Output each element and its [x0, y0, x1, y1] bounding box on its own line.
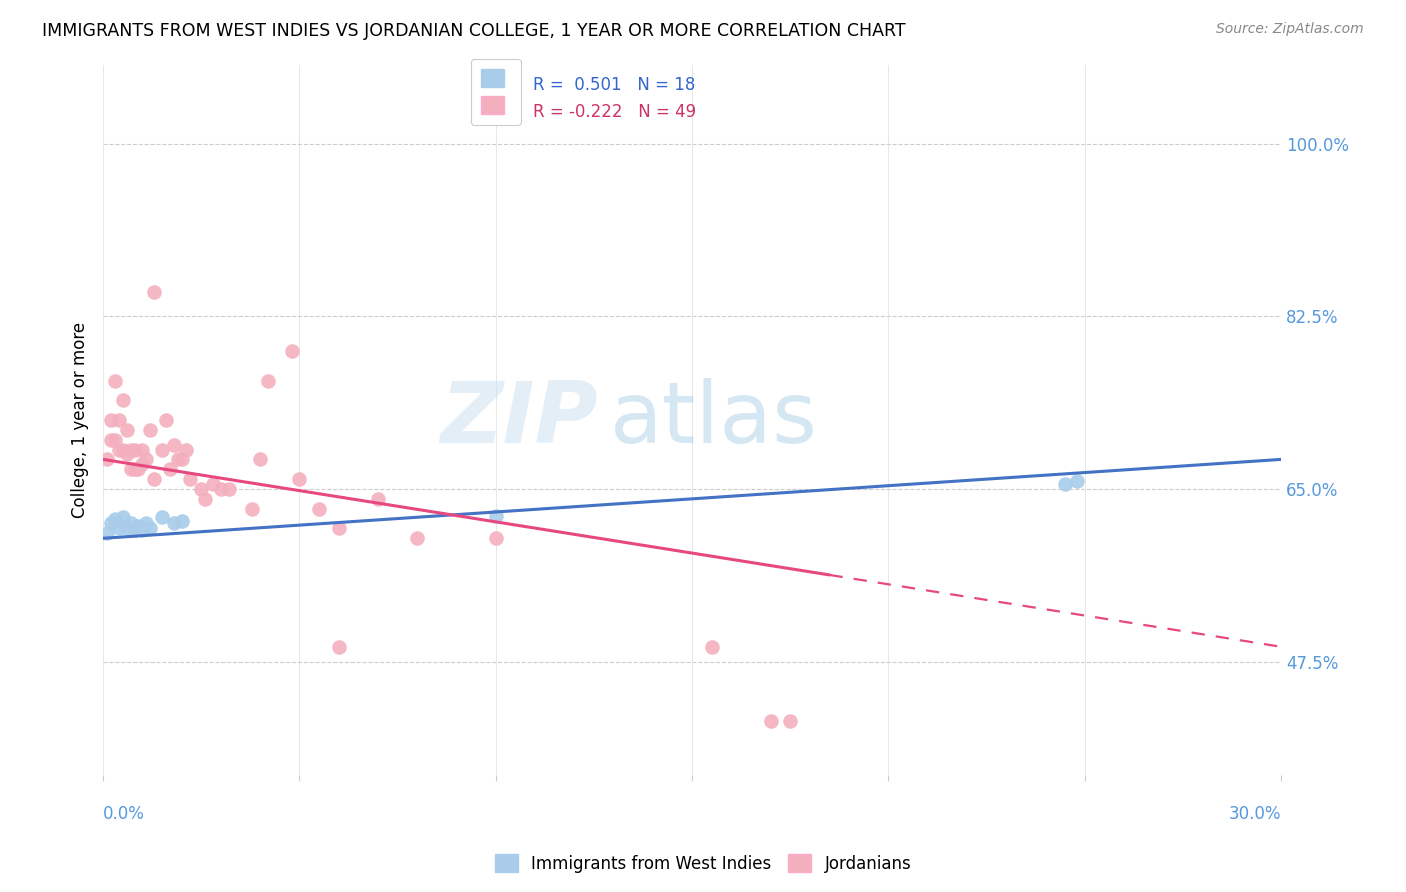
Point: [170, 514, 193, 528]
Point: [1066, 474, 1088, 488]
Point: [139, 423, 162, 437]
Point: [143, 472, 166, 486]
Point: [104, 433, 127, 447]
Point: [150, 442, 173, 457]
Point: [280, 343, 302, 358]
Point: [115, 448, 138, 462]
Point: [249, 452, 271, 467]
Point: [190, 482, 212, 496]
Point: [111, 442, 134, 457]
Point: [163, 437, 186, 451]
Point: [120, 462, 142, 476]
Point: [367, 491, 389, 506]
Point: [108, 413, 131, 427]
Point: [120, 516, 142, 531]
Point: [100, 413, 122, 427]
Legend: , : ,: [471, 59, 520, 125]
Text: 30.0%: 30.0%: [1229, 805, 1281, 823]
Point: [779, 714, 801, 728]
Point: [174, 442, 197, 457]
Point: [194, 491, 217, 506]
Point: [100, 433, 122, 447]
Point: [202, 477, 225, 491]
Point: [328, 640, 350, 654]
Point: [288, 472, 311, 486]
Point: [143, 285, 166, 299]
Text: IMMIGRANTS FROM WEST INDIES VS JORDANIAN COLLEGE, 1 YEAR OR MORE CORRELATION CHA: IMMIGRANTS FROM WEST INDIES VS JORDANIAN…: [42, 22, 905, 40]
Point: [406, 531, 429, 545]
Point: [100, 516, 122, 531]
Point: [170, 452, 193, 467]
Point: [115, 521, 138, 535]
Legend: Immigrants from West Indies, Jordanians: Immigrants from West Indies, Jordanians: [488, 847, 918, 880]
Point: [96, 452, 118, 467]
Point: [108, 442, 131, 457]
Point: [104, 374, 127, 388]
Text: R = -0.222   N = 49: R = -0.222 N = 49: [533, 103, 696, 120]
Point: [1053, 477, 1076, 491]
Point: [163, 516, 186, 531]
Point: [131, 458, 153, 472]
Point: [257, 374, 280, 388]
Text: 0.0%: 0.0%: [103, 805, 145, 823]
Point: [124, 462, 146, 476]
Point: [166, 452, 188, 467]
Point: [159, 462, 181, 476]
Point: [135, 452, 157, 467]
Point: [759, 714, 782, 728]
Point: [108, 521, 131, 535]
Point: [179, 472, 201, 486]
Point: [111, 509, 134, 524]
Point: [135, 516, 157, 531]
Point: [124, 524, 146, 538]
Point: [111, 393, 134, 408]
Point: [328, 521, 350, 535]
Text: Source: ZipAtlas.com: Source: ZipAtlas.com: [1216, 22, 1364, 37]
Point: [96, 526, 118, 541]
Point: [127, 519, 149, 533]
Point: [155, 413, 177, 427]
Point: [120, 442, 142, 457]
Text: atlas: atlas: [610, 378, 818, 461]
Point: [308, 501, 330, 516]
Text: R =  0.501   N = 18: R = 0.501 N = 18: [533, 76, 696, 95]
Point: [485, 531, 508, 545]
Point: [209, 482, 232, 496]
Point: [104, 511, 127, 525]
Point: [150, 509, 173, 524]
Point: [131, 524, 153, 538]
Point: [700, 640, 723, 654]
Point: [131, 442, 153, 457]
Point: [485, 508, 508, 523]
Point: [124, 442, 146, 457]
Point: [127, 462, 149, 476]
Point: [218, 482, 240, 496]
Point: [139, 521, 162, 535]
Text: ZIP: ZIP: [440, 378, 598, 461]
Point: [240, 501, 263, 516]
Y-axis label: College, 1 year or more: College, 1 year or more: [72, 322, 89, 518]
Point: [115, 423, 138, 437]
